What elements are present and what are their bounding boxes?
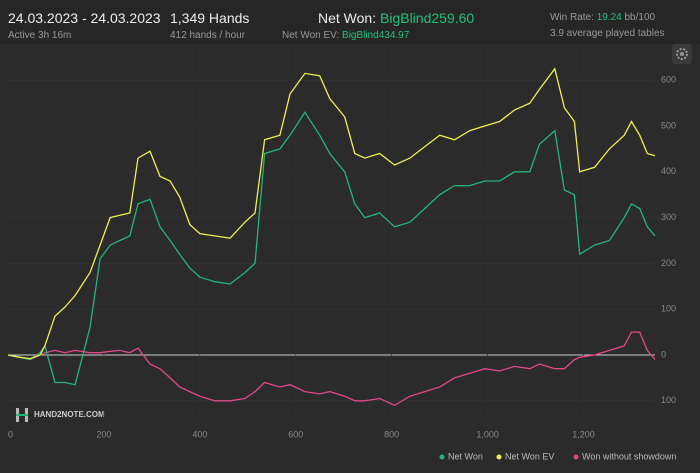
x-tick-label: 0 [8, 429, 13, 439]
y-tick-label: 400 [661, 166, 676, 176]
legend-swatch [439, 454, 445, 460]
grid [7, 45, 655, 420]
legend-label: Won without showdown [582, 451, 676, 461]
label: Net Won: [318, 10, 377, 26]
hands-rate: 412 hands / hour [170, 30, 246, 41]
y-tick-label: 100 [661, 395, 676, 405]
y-tick-label: 500 [661, 120, 676, 130]
x-tick-label: 600 [288, 429, 303, 439]
y-tick-label: 300 [661, 212, 676, 222]
settings-icon[interactable] [672, 44, 692, 64]
legend-label: Net Won EV [505, 451, 554, 461]
unit: bb/100 [624, 12, 656, 23]
value: BigBlind434.97 [342, 30, 410, 41]
win-rate: Win Rate: 19.24 bb/100 [550, 12, 655, 23]
y-tick-label: 100 [661, 304, 676, 314]
hands: 1,349 Hands [170, 10, 250, 26]
net-won-ev: Net Won EV: BigBlind434.97 [282, 30, 409, 41]
date-range: 24.03.2023 - 24.03.2023 [8, 10, 161, 26]
label: Net Won EV: [282, 30, 340, 41]
net-won: Net Won: BigBlind259.60 [318, 10, 474, 26]
gear[interactable] [676, 48, 688, 60]
series-line [7, 67, 656, 360]
value: BigBlind259.60 [380, 10, 475, 26]
logo: HAND2NOTE.COM [16, 408, 105, 422]
x-tick-label: 400 [192, 429, 207, 439]
gear-center[interactable] [680, 52, 684, 56]
legend-swatch [496, 454, 502, 460]
y-tick-label: 600 [661, 75, 676, 85]
series-line [7, 111, 656, 386]
tables: 3.9 average played tables [550, 28, 665, 39]
x-tick-label: 800 [384, 429, 399, 439]
value: 19.24 [596, 12, 622, 23]
legend-swatch [573, 454, 579, 460]
watermark: HAND2NOTE.COM [34, 410, 105, 419]
series-line [7, 331, 656, 407]
label: Win Rate: [550, 12, 594, 23]
logo-mark [16, 414, 28, 416]
legend-label: Net Won [448, 451, 483, 461]
y-tick-label: 200 [661, 258, 676, 268]
x-tick-label: 200 [96, 429, 111, 439]
y-tick-label: 0 [661, 349, 666, 359]
active-time: Active 3h 16m [8, 30, 72, 41]
x-tick-label: 1,000 [476, 429, 499, 439]
header: 24.03.2023 - 24.03.2023 Active 3h 16m 1,… [0, 0, 700, 44]
x-tick-label: 1,200 [572, 429, 595, 439]
